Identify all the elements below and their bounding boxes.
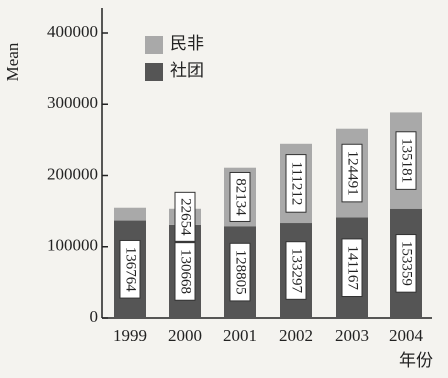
value-label-box <box>174 191 196 242</box>
value-label: 111212 <box>289 161 305 205</box>
y-tick-label: 0 <box>90 307 99 326</box>
legend-swatch <box>145 36 163 54</box>
value-label-box <box>229 171 251 222</box>
value-label-box <box>174 242 196 301</box>
x-axis-label: 年份 <box>399 351 433 370</box>
legend-label: 民非 <box>170 34 204 53</box>
y-tick-label: 400000 <box>47 22 98 41</box>
x-tick-label: 2001 <box>223 326 257 345</box>
value-label: 133297 <box>289 248 305 294</box>
y-tick-label: 100000 <box>47 236 98 255</box>
value-label: 130668 <box>178 249 194 294</box>
value-label: 22654 <box>178 198 194 236</box>
value-label-box <box>119 239 141 299</box>
y-tick-label: 200000 <box>47 164 98 183</box>
x-tick-label: 2003 <box>335 326 369 345</box>
value-label-box <box>285 154 307 213</box>
value-label: 124491 <box>345 151 361 196</box>
value-label-box <box>395 234 417 293</box>
value-label: 135181 <box>399 138 415 183</box>
value-label-box <box>285 241 307 300</box>
value-label: 82134 <box>233 178 249 216</box>
y-axis-label: Mean <box>3 42 22 81</box>
legend-swatch <box>145 63 163 81</box>
value-label-box <box>395 131 417 190</box>
x-tick-label: 1999 <box>113 326 147 345</box>
value-label: 153359 <box>399 241 415 286</box>
value-label: 141167 <box>345 245 361 290</box>
bar-segment <box>114 207 146 221</box>
value-label-box <box>341 143 363 203</box>
value-label: 136764 <box>123 247 139 293</box>
value-label-box <box>341 238 363 298</box>
x-tick-label: 2004 <box>389 326 424 345</box>
x-tick-label: 2002 <box>279 326 313 345</box>
legend-label: 社团 <box>170 61 204 80</box>
x-tick-label: 2000 <box>168 326 202 345</box>
value-label-box <box>229 242 251 302</box>
y-tick-label: 300000 <box>47 93 98 112</box>
value-label: 128805 <box>233 250 249 295</box>
